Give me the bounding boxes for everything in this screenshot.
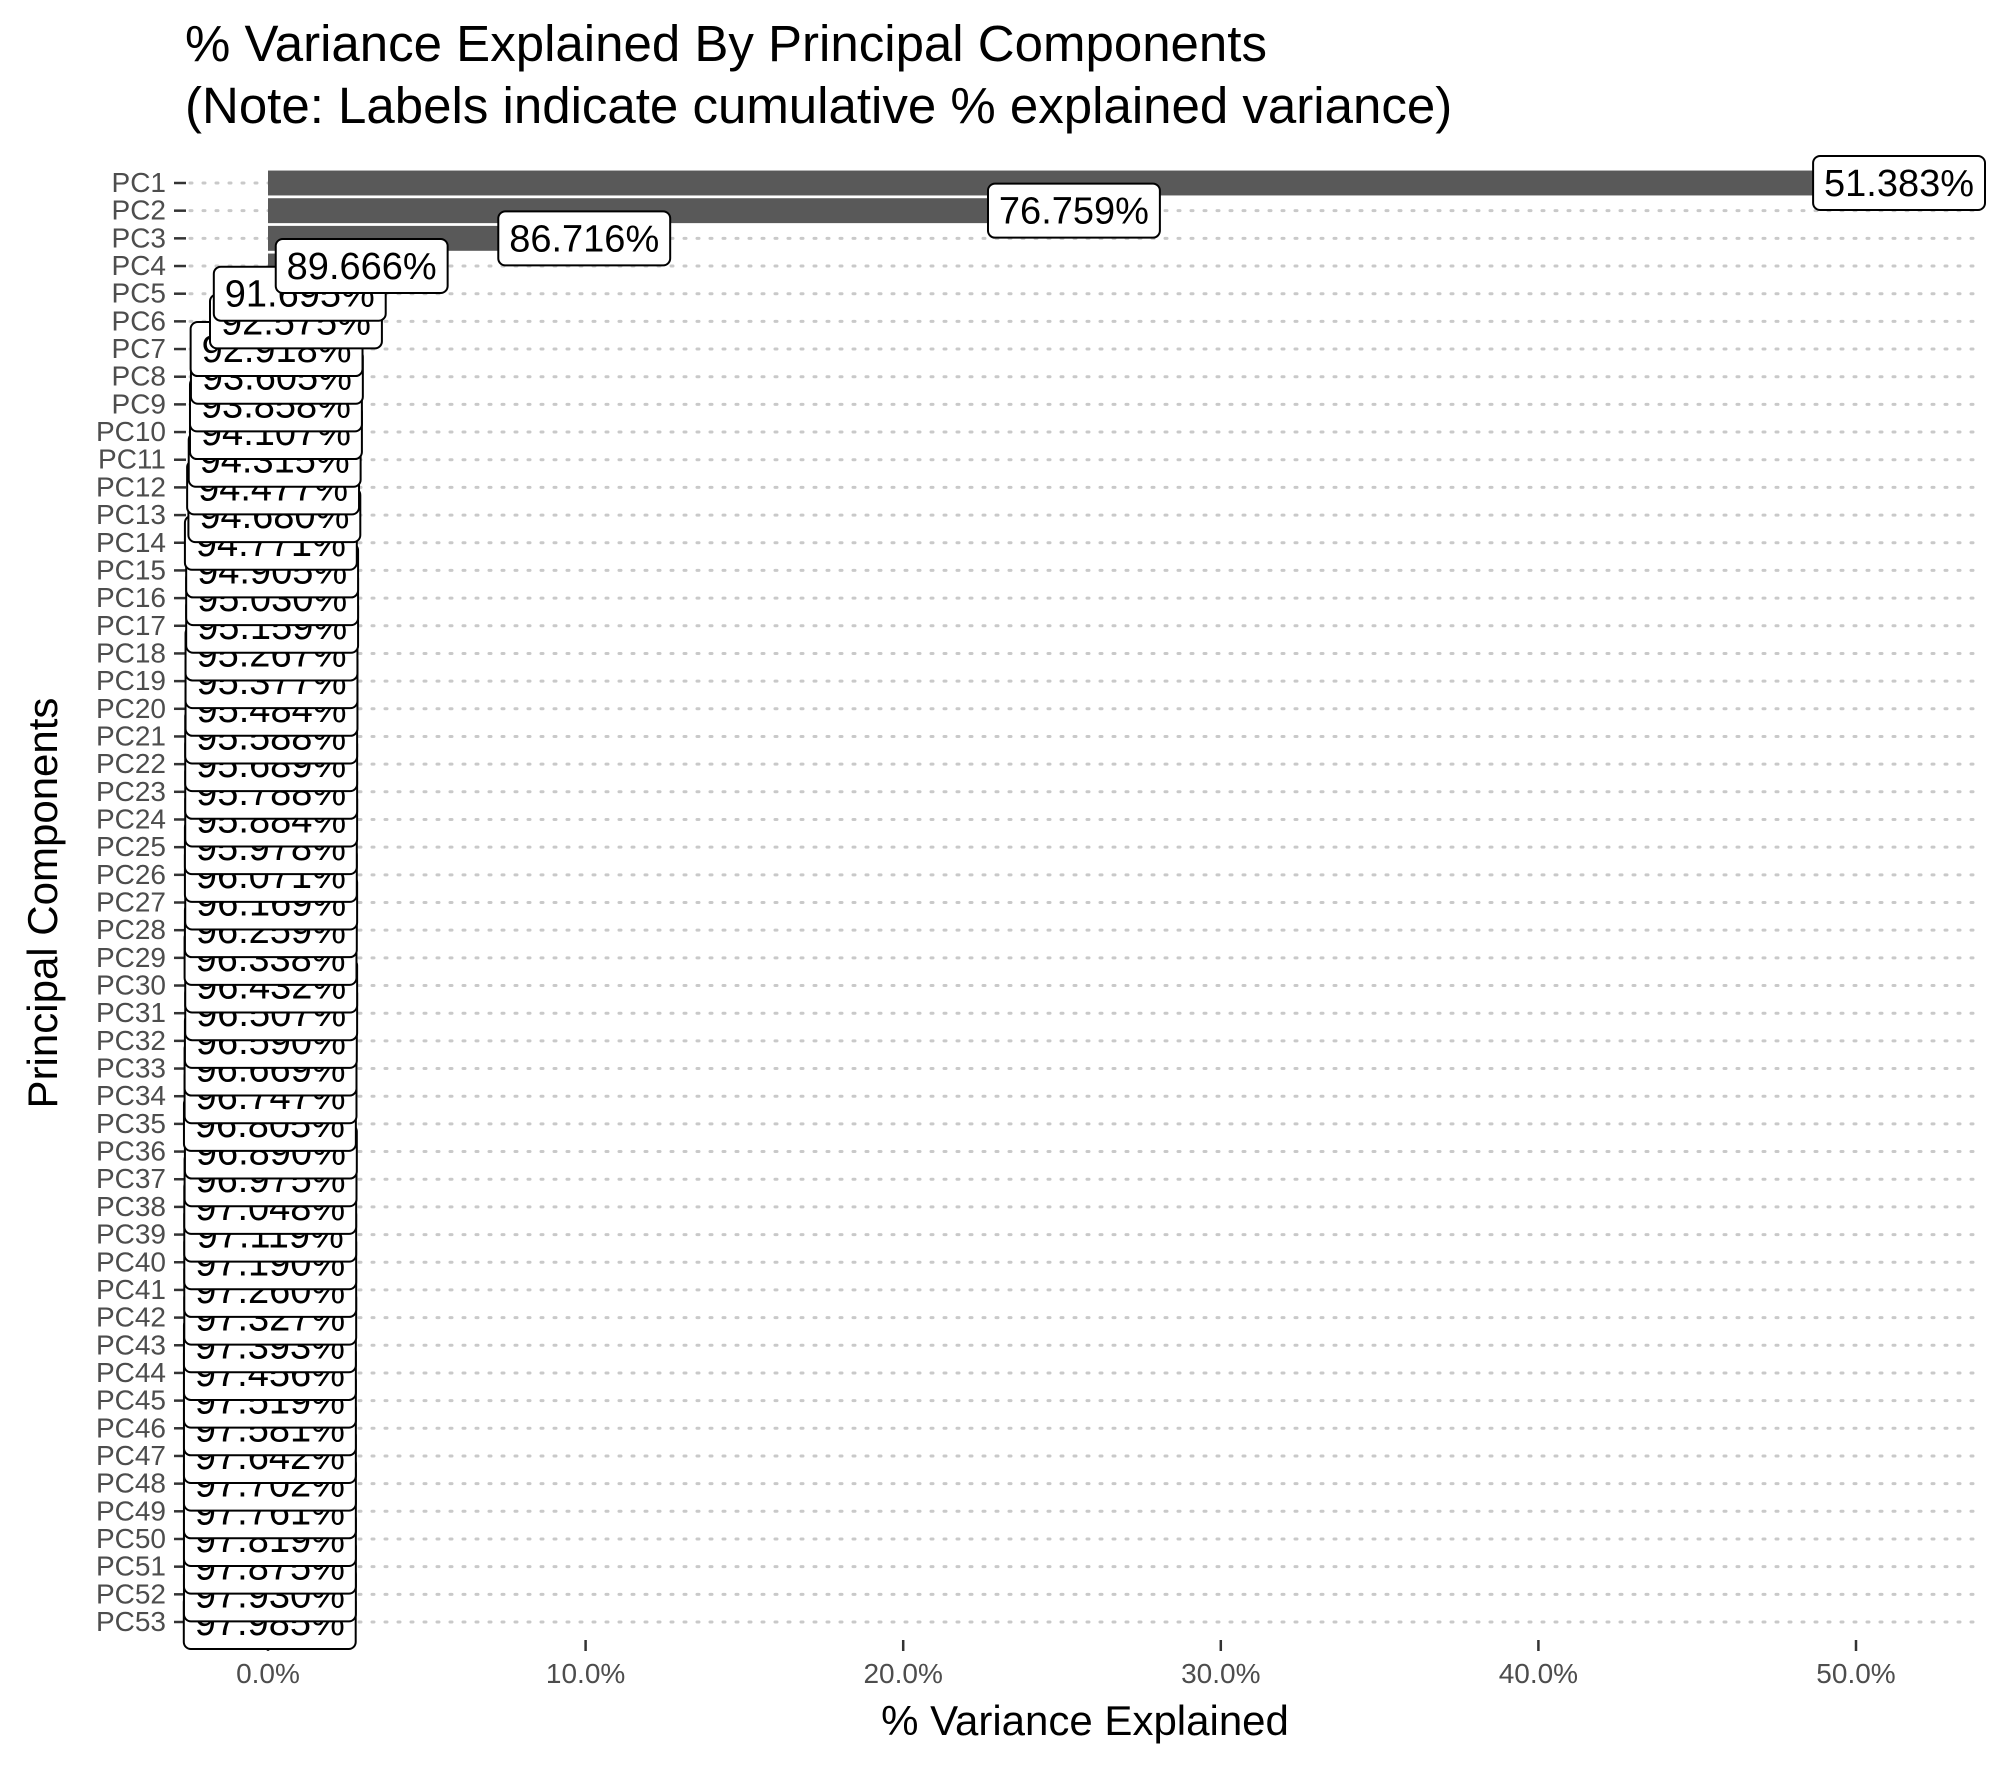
y-tick-label: PC44	[96, 1357, 166, 1388]
y-axis-title: Principal Components	[19, 698, 66, 1109]
gridlines	[188, 181, 1977, 1624]
x-tick-label: 30.0%	[1181, 1658, 1260, 1689]
data-label-box	[1812, 155, 1986, 211]
y-tick-label: PC4	[112, 250, 166, 281]
y-tick-label: PC46	[96, 1412, 166, 1443]
data-label-box	[497, 210, 672, 267]
y-tick-label: PC18	[96, 637, 166, 668]
y-tick-label: PC36	[96, 1136, 166, 1167]
y-tick-label: PC20	[96, 693, 166, 724]
y-tick-label: PC42	[96, 1302, 166, 1333]
y-tick-label: PC11	[98, 444, 166, 475]
x-tick-label: 50.0%	[1816, 1658, 1895, 1689]
y-tick-label: PC33	[96, 1053, 166, 1084]
x-tick-label: 10.0%	[546, 1658, 625, 1689]
data-label-box	[986, 182, 1161, 239]
y-tick-label: PC26	[96, 859, 166, 890]
chart-subtitle: (Note: Labels indicate cumulative % expl…	[185, 77, 1453, 134]
y-tick-label: PC35	[96, 1108, 166, 1139]
x-tick-label: 40.0%	[1499, 1658, 1578, 1689]
y-tick-label: PC43	[96, 1329, 166, 1360]
y-tick-label: PC27	[96, 887, 166, 918]
y-tick-label: PC37	[96, 1163, 166, 1194]
y-tick-label: PC19	[96, 665, 166, 696]
y-axis: PC1PC2PC3PC4PC5PC6PC7PC8PC9PC10PC11PC12P…	[96, 167, 186, 1637]
y-tick-label: PC1	[112, 167, 166, 198]
x-tick-label: 0.0%	[236, 1658, 300, 1689]
y-tick-label: PC25	[96, 831, 166, 862]
y-tick-label: PC5	[112, 278, 166, 309]
y-tick-label: PC34	[96, 1080, 166, 1111]
y-tick-label: PC23	[96, 776, 166, 807]
y-tick-label: PC50	[96, 1523, 166, 1554]
data-label: 51.383%	[1824, 163, 1974, 205]
y-tick-label: PC10	[96, 416, 166, 447]
y-tick-label: PC21	[96, 720, 166, 751]
y-tick-label: PC51	[96, 1551, 166, 1582]
y-tick-label: PC9	[112, 388, 166, 419]
y-tick-label: PC53	[96, 1606, 166, 1637]
x-axis: 0.0% 10.0% 20.0% 30.0% 40.0% 50.0%	[236, 1640, 1896, 1689]
data-label-box	[274, 238, 449, 295]
y-tick-label: PC6	[112, 305, 166, 336]
y-tick-label: PC32	[96, 1025, 166, 1056]
x-axis-title: % Variance Explained	[881, 1697, 1289, 1744]
data-labels: 97.985%97.930%97.875%97.819%97.761%97.70…	[182, 155, 1986, 1650]
y-tick-label: PC52	[96, 1578, 166, 1609]
data-label: 76.759%	[999, 191, 1149, 233]
y-tick-label: PC12	[96, 471, 166, 502]
y-tick-label: PC7	[112, 333, 166, 364]
data-label: 86.716%	[509, 218, 659, 260]
y-tick-label: PC39	[96, 1219, 166, 1250]
y-tick-label: PC13	[96, 499, 166, 530]
y-tick-label: PC16	[96, 582, 166, 613]
y-tick-label: PC31	[96, 997, 166, 1028]
y-tick-label: PC15	[96, 554, 166, 585]
y-tick-label: PC24	[96, 803, 166, 834]
y-tick-label: PC40	[96, 1246, 166, 1277]
y-tick-label: PC29	[96, 942, 166, 973]
y-tick-label: PC3	[112, 222, 166, 253]
y-tick-label: PC14	[96, 527, 166, 558]
y-tick-label: PC30	[96, 970, 166, 1001]
y-tick-label: PC8	[112, 361, 166, 392]
y-tick-label: PC45	[96, 1385, 166, 1416]
y-tick-label: PC2	[112, 195, 166, 226]
data-label: 89.666%	[287, 246, 437, 288]
y-tick-label: PC22	[96, 748, 166, 779]
chart-title: % Variance Explained By Principal Compon…	[185, 15, 1267, 72]
bars	[268, 170, 1900, 1635]
y-tick-label: PC28	[96, 914, 166, 945]
y-tick-label: PC41	[96, 1274, 166, 1305]
y-tick-label: PC38	[96, 1191, 166, 1222]
y-tick-label: PC49	[96, 1495, 166, 1526]
y-tick-label: PC48	[96, 1468, 166, 1499]
y-tick-label: PC47	[96, 1440, 166, 1471]
x-tick-label: 20.0%	[863, 1658, 942, 1689]
y-tick-label: PC17	[96, 610, 166, 641]
